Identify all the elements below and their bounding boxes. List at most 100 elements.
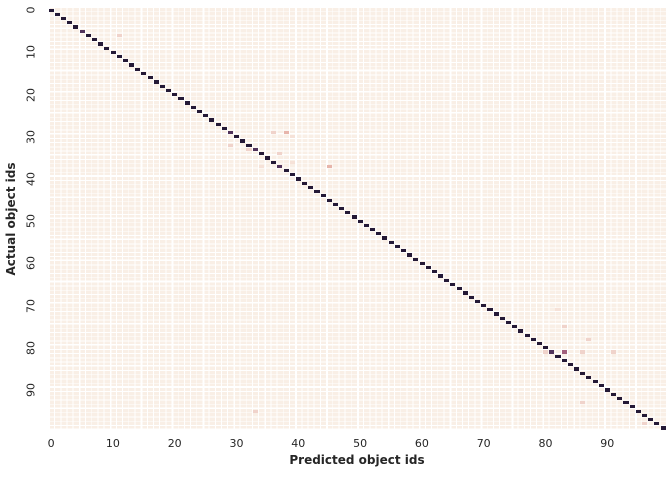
heatmap-cell — [611, 350, 617, 354]
heatmap-cell — [580, 401, 586, 405]
x-axis-title: Predicted object ids — [289, 453, 425, 467]
y-tick-label: 90 — [24, 382, 38, 397]
heatmap-cell — [660, 426, 666, 430]
heatmap-cell — [227, 143, 233, 147]
heatmap-cell — [641, 422, 648, 426]
heatmap-cell — [159, 84, 166, 88]
heatmap-cell — [197, 109, 203, 114]
heatmap-cell — [252, 147, 258, 152]
heatmap-cell — [382, 236, 388, 240]
heatmap-cell — [561, 325, 567, 329]
heatmap-cell — [536, 341, 542, 346]
y-tick-label: 70 — [24, 298, 38, 313]
heatmap-cell — [289, 173, 295, 177]
heatmap-cell — [339, 206, 345, 211]
heatmap-cell — [580, 371, 586, 375]
heatmap-cell — [221, 126, 227, 130]
y-tick-label: 40 — [24, 171, 38, 186]
x-tick-label: 70 — [476, 437, 491, 450]
heatmap-cell — [518, 329, 524, 333]
heatmap-cell — [592, 379, 598, 384]
heatmap-cell — [450, 282, 456, 287]
heatmap-cell — [370, 228, 376, 232]
heatmap-cell — [295, 177, 301, 181]
heatmap-cell — [604, 388, 610, 392]
heatmap-cell — [271, 160, 277, 164]
x-tick-label: 80 — [538, 437, 553, 450]
y-tick-label: 50 — [24, 214, 38, 229]
heatmap-cell — [499, 316, 505, 320]
heatmap-cell — [277, 164, 283, 168]
heatmap-cell — [166, 88, 172, 92]
heatmap-cell — [302, 181, 308, 185]
heatmap-cell — [209, 118, 215, 122]
heatmap-cell — [431, 270, 437, 274]
heatmap-cell — [172, 93, 178, 97]
heatmap-cell — [635, 409, 641, 413]
y-tick-label: 20 — [24, 87, 38, 102]
heatmap-cell — [363, 223, 369, 228]
heatmap-cell — [289, 135, 295, 139]
heatmap-cell — [407, 253, 413, 257]
heatmap-cell — [129, 63, 135, 67]
heatmap-cell — [215, 122, 221, 126]
x-tick-label: 20 — [167, 437, 182, 450]
heatmap-cell — [227, 130, 233, 135]
heatmap-cell — [567, 363, 573, 367]
heatmap-cell — [580, 350, 586, 354]
heatmap-cell — [283, 130, 289, 135]
heatmap-cell — [357, 219, 363, 223]
heatmap-cell — [413, 257, 419, 261]
heatmap-cell — [190, 105, 196, 109]
heatmap-cell — [462, 291, 468, 295]
heatmap-cell — [611, 392, 617, 396]
x-tick-label: 60 — [414, 437, 429, 450]
heatmap-cell — [400, 249, 407, 253]
heatmap-cell — [326, 198, 332, 202]
heatmap-cell — [240, 139, 246, 143]
y-tick-label: 80 — [24, 340, 38, 355]
y-tick-label: 60 — [24, 256, 38, 271]
heatmap-cell — [654, 422, 660, 426]
x-tick-label: 50 — [353, 437, 368, 450]
x-tick-label: 0 — [47, 437, 55, 450]
heatmap-cell — [561, 358, 567, 363]
heatmap-cell — [48, 8, 54, 12]
heatmap-cell — [153, 80, 159, 84]
heatmap-cell — [555, 354, 561, 358]
heatmap-cell — [468, 295, 475, 299]
heatmap-cell — [258, 164, 264, 168]
y-tick-label: 30 — [24, 129, 38, 144]
heatmap-cell — [271, 130, 277, 135]
heatmap-cell — [543, 350, 549, 354]
heatmap-cell — [506, 320, 512, 325]
heatmap-cell — [308, 185, 314, 190]
heatmap-cell — [345, 211, 351, 215]
heatmap-cell — [641, 413, 648, 417]
heatmap-cell — [617, 396, 623, 401]
heatmap-cell — [530, 337, 536, 341]
heatmap-cell — [277, 152, 283, 156]
x-tick-label: 10 — [105, 437, 120, 450]
heatmap-cell — [574, 367, 580, 371]
y-axis-title: Actual object ids — [4, 162, 18, 276]
heatmap-cell — [332, 202, 339, 206]
heatmap-cell — [73, 25, 79, 29]
x-tick-label: 30 — [229, 437, 244, 450]
heatmap-cell — [246, 147, 252, 152]
heatmap-cell — [419, 261, 425, 266]
heatmap-cell — [147, 76, 153, 80]
heatmap-cell — [586, 375, 592, 379]
heatmap-cell — [598, 384, 604, 388]
heatmap-cell — [246, 143, 252, 147]
heatmap-cell — [543, 346, 549, 350]
heatmap-cell — [512, 325, 518, 329]
heatmap-cell — [444, 278, 450, 282]
heatmap-cell — [135, 67, 141, 71]
heatmap-cell — [586, 337, 592, 341]
heatmap-cell — [289, 160, 295, 164]
heatmap-cell — [376, 232, 382, 236]
heatmap-cell — [184, 101, 190, 105]
x-tick-label: 90 — [600, 437, 615, 450]
